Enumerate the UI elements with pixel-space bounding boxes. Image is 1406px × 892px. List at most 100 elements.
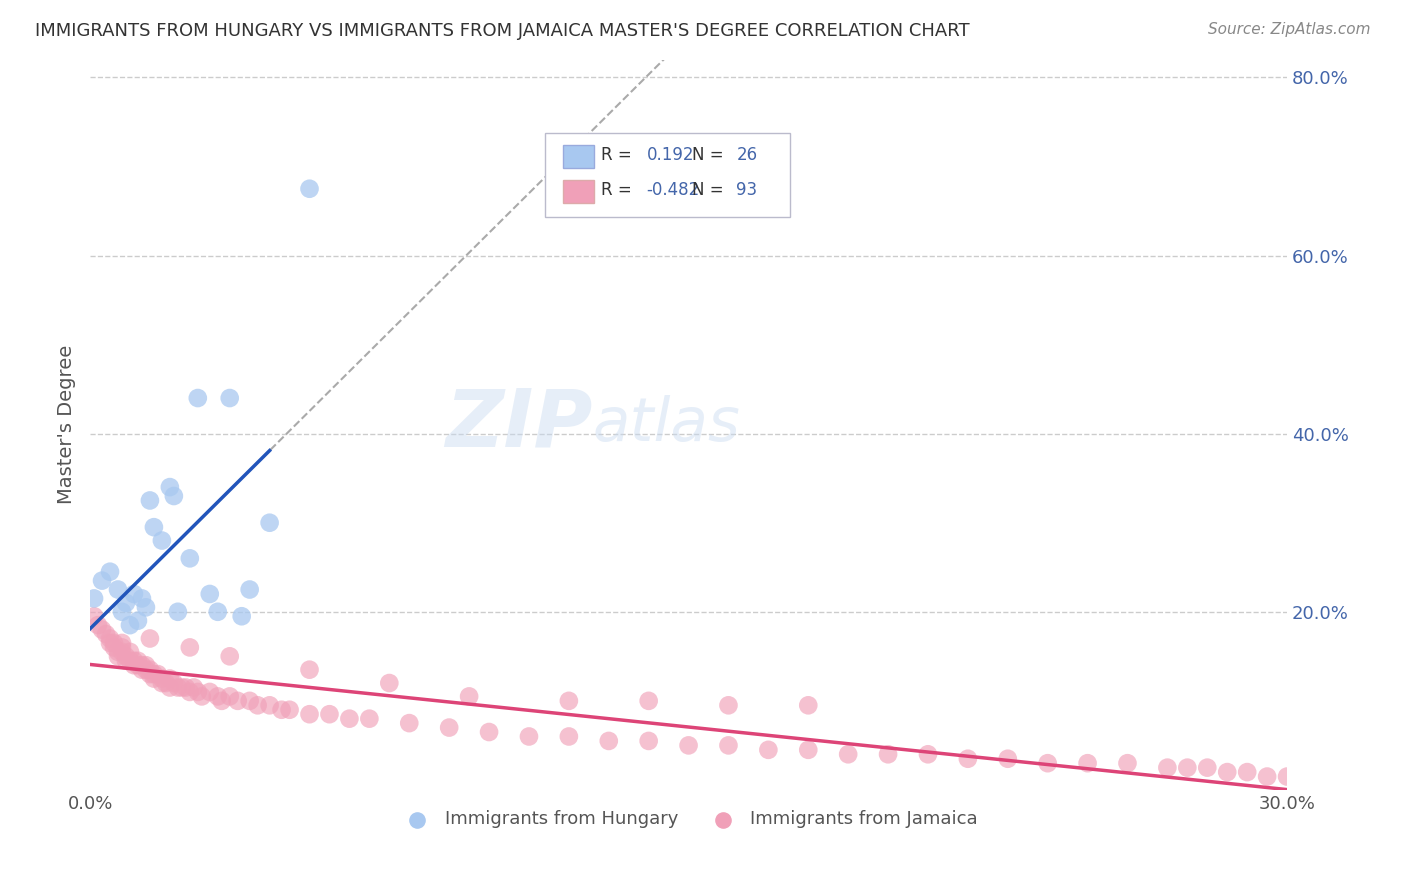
Point (87, 618, 110, 632)
Text: Source: ZipAtlas.com: Source: ZipAtlas.com (1208, 22, 1371, 37)
Point (115, 596, 138, 610)
Point (163, 676, 186, 690)
Point (298, 182, 321, 196)
Point (142, 667, 165, 681)
Point (259, 516, 281, 530)
Point (207, 690, 229, 704)
Point (1216, 765, 1239, 780)
Point (478, 725, 501, 739)
Text: atlas: atlas (593, 395, 741, 454)
FancyBboxPatch shape (546, 133, 790, 217)
Point (98, 632, 121, 646)
Point (318, 707, 340, 722)
Point (837, 747, 859, 762)
Point (111, 645, 134, 659)
Point (1175, 761, 1198, 775)
Point (558, 730, 581, 744)
Point (378, 676, 401, 690)
Point (122, 658, 145, 673)
Point (111, 636, 134, 650)
Point (1275, 770, 1298, 784)
Point (1077, 756, 1099, 771)
Point (187, 685, 209, 699)
Point (298, 663, 321, 677)
Point (107, 645, 129, 659)
Text: R =: R = (602, 146, 631, 164)
Point (877, 747, 900, 762)
Point (135, 658, 157, 673)
Point (103, 640, 125, 655)
Point (179, 551, 201, 566)
Point (211, 694, 233, 708)
Point (270, 703, 292, 717)
Point (127, 658, 149, 673)
Text: ZIP: ZIP (446, 385, 593, 464)
Text: 93: 93 (737, 181, 758, 199)
Point (127, 614, 149, 628)
Point (598, 734, 620, 748)
Point (107, 649, 129, 664)
Point (1116, 756, 1139, 771)
FancyBboxPatch shape (562, 180, 593, 203)
Point (103, 636, 125, 650)
Point (146, 667, 169, 681)
Point (239, 694, 262, 708)
Point (198, 685, 221, 699)
Y-axis label: Master's Degree: Master's Degree (58, 345, 76, 504)
Point (131, 658, 153, 673)
Point (163, 489, 186, 503)
Point (231, 609, 253, 624)
Point (198, 587, 221, 601)
FancyBboxPatch shape (562, 145, 593, 169)
Point (717, 739, 740, 753)
Point (458, 690, 481, 704)
Point (115, 654, 138, 668)
Point (1256, 770, 1278, 784)
Point (118, 654, 141, 668)
Point (179, 640, 201, 655)
Point (155, 676, 177, 690)
Point (797, 743, 820, 757)
Point (1236, 765, 1258, 780)
Point (678, 739, 700, 753)
Point (166, 681, 188, 695)
Text: N =: N = (692, 146, 724, 164)
Text: 0.192: 0.192 (647, 146, 695, 164)
Point (1036, 756, 1059, 771)
Point (239, 582, 262, 597)
Point (179, 685, 201, 699)
Point (98, 636, 121, 650)
Point (398, 716, 420, 731)
Point (437, 721, 460, 735)
Point (517, 730, 540, 744)
Point (637, 694, 659, 708)
Point (115, 649, 138, 664)
Point (131, 663, 153, 677)
Point (191, 690, 214, 704)
Point (139, 663, 162, 677)
Point (150, 672, 173, 686)
Point (170, 681, 193, 695)
Point (94, 627, 117, 641)
Legend: Immigrants from Hungary, Immigrants from Jamaica: Immigrants from Hungary, Immigrants from… (392, 803, 986, 836)
Point (187, 391, 209, 405)
Point (111, 605, 134, 619)
Point (98, 565, 121, 579)
Point (150, 676, 173, 690)
Point (246, 698, 269, 713)
Point (917, 747, 939, 762)
Point (118, 618, 141, 632)
Point (259, 698, 281, 713)
Text: -0.482: -0.482 (647, 181, 700, 199)
Point (174, 681, 197, 695)
Point (359, 712, 381, 726)
Point (139, 493, 162, 508)
Point (218, 690, 240, 704)
Point (139, 667, 162, 681)
Point (159, 480, 181, 494)
Point (298, 707, 321, 722)
Point (135, 663, 157, 677)
Point (83, 591, 105, 606)
Point (142, 520, 165, 534)
Point (278, 703, 301, 717)
